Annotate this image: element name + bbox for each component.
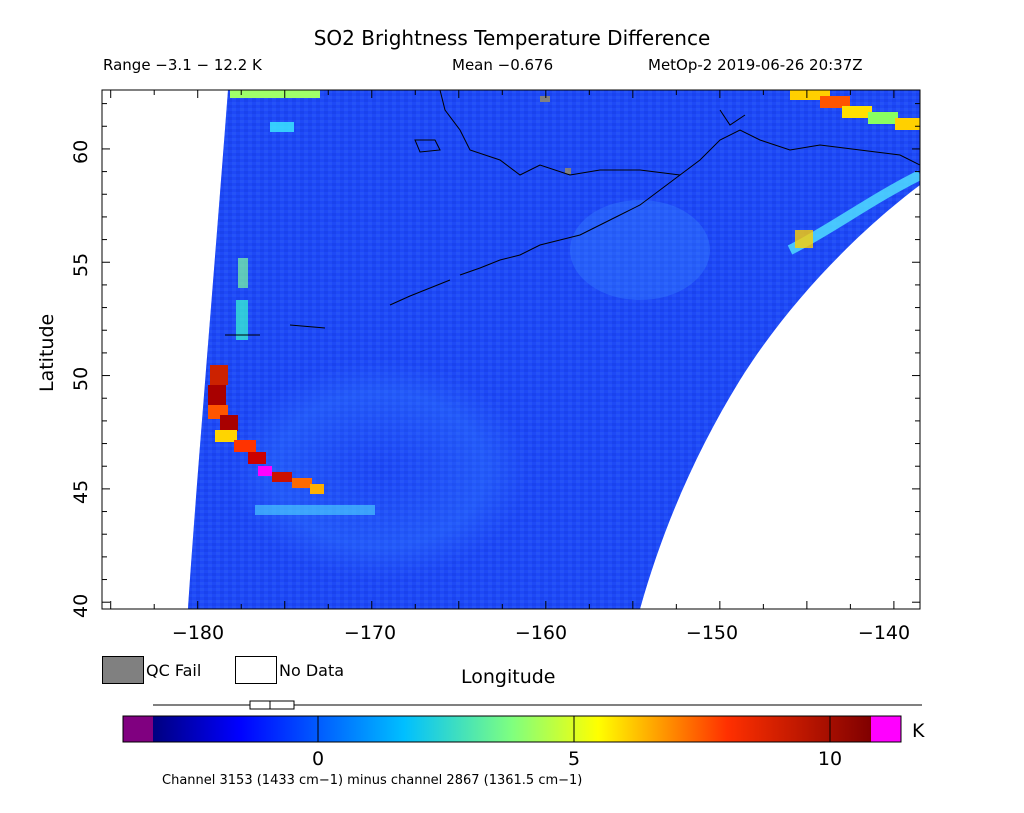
- x-tick-label: −160: [514, 622, 568, 644]
- colorbar-tick-label: 10: [817, 748, 843, 770]
- colorbar-under-swatch: [123, 716, 153, 742]
- y-tick-label: 40: [70, 593, 92, 618]
- map-title: SO2 Brightness Temperature Difference: [313, 26, 711, 50]
- range-label: Range −3.1 − 12.2 K: [103, 56, 262, 74]
- colorbar-over-swatch: [871, 716, 901, 742]
- qc-fail-label: QC Fail: [146, 661, 202, 680]
- no-data-label: No Data: [279, 661, 345, 680]
- qc-fail-swatch: [102, 656, 144, 684]
- swath-edge-anomaly-west: [208, 90, 375, 515]
- plot-frame: [101, 89, 921, 610]
- y-axis-label: Latitude: [36, 313, 58, 392]
- cloud-swirl: [230, 360, 530, 580]
- y-tick-label: 55: [70, 252, 92, 277]
- colorbar-frame: [122, 715, 902, 743]
- x-axis-label: Longitude: [461, 666, 556, 688]
- x-tick-label: −180: [171, 622, 225, 644]
- cloud-band: [570, 200, 710, 300]
- colorbar-tick-label: 0: [311, 748, 325, 770]
- platform-datetime-label: MetOp-2 2019-06-26 20:37Z: [648, 56, 863, 74]
- no-data-swatch: [235, 656, 277, 684]
- x-tick-label: −140: [857, 622, 911, 644]
- colorbar-gradient: [153, 716, 871, 742]
- colorbar-boxplot-box: [249, 700, 295, 710]
- mean-label: Mean −0.676: [452, 56, 554, 74]
- coastline: [225, 90, 920, 336]
- y-tick-label: 50: [70, 366, 92, 391]
- colorbar-unit-label: K: [912, 720, 925, 742]
- swath-edge-anomaly-northeast: [787, 90, 920, 255]
- colorbar-caption: Channel 3153 (1433 cm−1) minus channel 2…: [162, 773, 583, 788]
- y-tick-label: 45: [70, 479, 92, 504]
- x-tick-label: −170: [343, 622, 397, 644]
- x-tick-label: −150: [685, 622, 739, 644]
- colorbar-tick-label: 5: [567, 748, 581, 770]
- y-tick-label: 60: [70, 139, 92, 164]
